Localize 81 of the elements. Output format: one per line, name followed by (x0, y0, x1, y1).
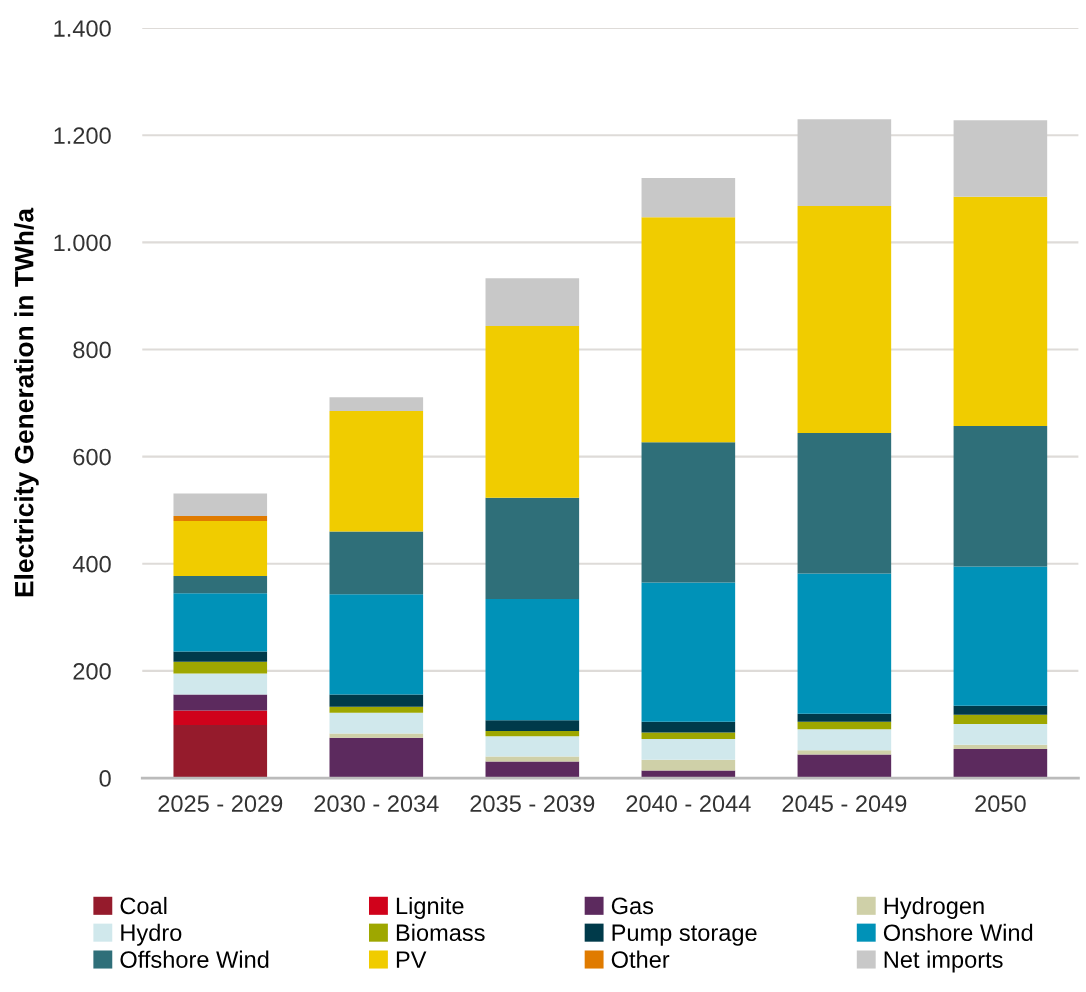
bar (797, 433, 892, 574)
bar (953, 714, 1048, 724)
y-axis-title: Electricity Generation in TWh/a (14, 207, 39, 597)
legend-label: Offshore Wind (120, 950, 269, 968)
bar (173, 520, 268, 577)
x-tick-label: 2045 - 2049 (782, 795, 907, 813)
x-tick-label: 2035 - 2039 (470, 795, 595, 813)
y-tick-label: 200 (73, 662, 111, 680)
bar (953, 744, 1048, 750)
bar (953, 723, 1048, 745)
bar (485, 720, 580, 731)
x-tick-label: 2050 (975, 795, 1026, 813)
y-tick-label: 0 (99, 770, 111, 787)
bar (797, 750, 892, 755)
legend-label: Net imports (884, 950, 1003, 973)
legend-label: Gas (611, 897, 654, 915)
bar (485, 497, 580, 600)
x-tick-label: 2040 - 2044 (626, 795, 751, 813)
bar (173, 661, 268, 674)
bar (641, 732, 736, 739)
bar (953, 426, 1048, 567)
bar (953, 566, 1048, 706)
bar (641, 217, 736, 443)
bar (173, 710, 268, 725)
y-tick-label: 1.200 (54, 127, 111, 144)
bar (485, 325, 580, 498)
legend-label: Hydrogen (884, 896, 984, 919)
legend-label: PV (396, 951, 427, 968)
bar (797, 205, 892, 434)
bar (485, 278, 580, 326)
bar (797, 729, 892, 751)
y-tick-label: 600 (73, 448, 111, 466)
bar (329, 733, 424, 738)
bar (641, 721, 736, 733)
bar (173, 724, 268, 779)
bar (485, 730, 580, 737)
bar (329, 594, 424, 695)
bar (485, 761, 580, 779)
legend-label: Biomass (396, 923, 485, 942)
bar (797, 119, 892, 206)
bar (173, 593, 268, 652)
bar (173, 673, 268, 695)
legend-label: Coal (120, 896, 167, 915)
legend-label: Other (611, 950, 670, 968)
legend-label: Lignite (396, 896, 464, 919)
bar (329, 397, 424, 412)
bar (641, 738, 736, 760)
bar (797, 721, 892, 730)
x-tick-label: 2025 - 2029 (158, 795, 283, 813)
bar (485, 736, 580, 757)
bar (641, 759, 736, 771)
bar (329, 411, 424, 532)
bar (797, 754, 892, 779)
y-tick-label: 1.400 (54, 20, 111, 37)
bar (173, 493, 268, 517)
bar (329, 706, 424, 713)
bar (641, 582, 736, 722)
legend-label: Onshore Wind (883, 923, 1033, 942)
bar (173, 651, 268, 662)
y-tick-label: 1.000 (54, 234, 111, 252)
bar (173, 516, 268, 521)
bar (797, 713, 892, 722)
bar (641, 178, 736, 218)
bar (641, 442, 736, 583)
bar (797, 573, 892, 714)
bar (953, 705, 1048, 715)
legend-label: Pump storage (612, 924, 757, 946)
bar (485, 599, 580, 721)
bar (329, 737, 424, 779)
x-tick-label: 2030 - 2034 (314, 795, 439, 813)
bar (173, 576, 268, 594)
bar (329, 712, 424, 734)
bar (953, 196, 1048, 427)
bar (953, 120, 1048, 197)
bar (953, 749, 1048, 779)
y-tick-label: 400 (72, 555, 111, 573)
bar (329, 694, 424, 707)
bar (329, 531, 424, 595)
y-tick-label: 800 (73, 341, 111, 359)
legend-label: Hydro (121, 923, 182, 946)
bar (173, 694, 268, 711)
